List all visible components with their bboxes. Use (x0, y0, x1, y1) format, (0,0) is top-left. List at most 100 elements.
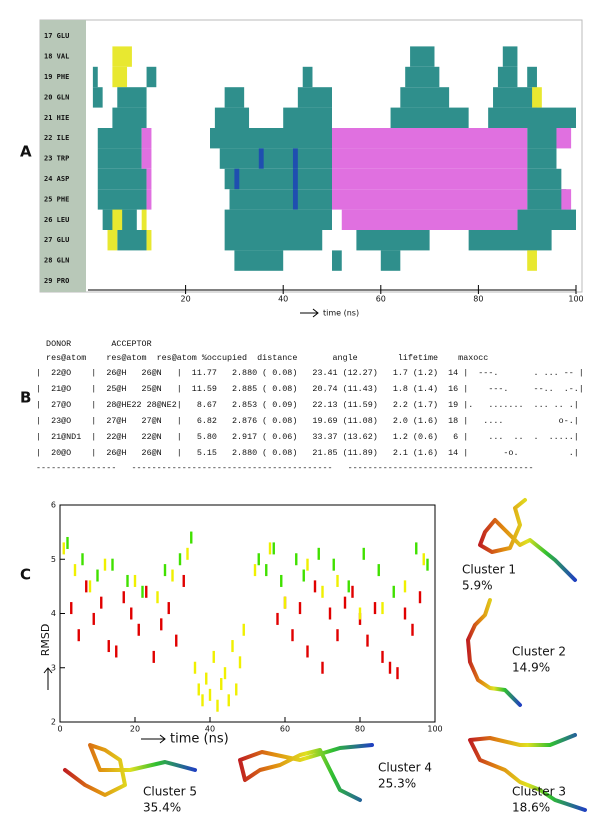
ss-segment (229, 189, 332, 210)
arrow (141, 734, 166, 744)
table-row: | 23@O | 27@H 27@N | 6.82 2.876 ( 0.08) … (36, 416, 579, 426)
ss-segment (146, 230, 152, 251)
ss-segment (556, 128, 572, 149)
point (265, 564, 268, 577)
residue-label: 23 TRP (44, 155, 69, 163)
ss-segment (292, 168, 298, 190)
ss-segment (146, 189, 152, 210)
point (175, 634, 178, 647)
ss-segment (488, 107, 576, 128)
point (381, 602, 384, 615)
x-tick-label: 80 (473, 295, 483, 304)
x-tick-label: 60 (280, 725, 290, 734)
point (426, 558, 429, 571)
ss-segment (141, 128, 152, 149)
point (238, 656, 242, 669)
arrow (43, 667, 53, 690)
ss-segment (332, 148, 528, 169)
point (347, 580, 350, 593)
point (96, 569, 99, 582)
x-tick-label: 100 (568, 295, 583, 304)
table-header: res@atom res@atom res@atom %occupied dis… (36, 353, 488, 363)
point (422, 553, 425, 566)
point (321, 585, 324, 598)
point (381, 650, 384, 663)
point (392, 585, 395, 598)
ss-segment (527, 128, 557, 149)
point (92, 612, 95, 625)
ss-segment (117, 230, 147, 251)
ss-segment (527, 250, 537, 271)
ss-segment (112, 209, 123, 230)
point (122, 591, 125, 604)
point (77, 629, 80, 642)
table-row: | 21@ND1 | 22@H 22@N | 5.80 2.917 ( 0.06… (36, 432, 579, 442)
point (167, 602, 170, 615)
ss-segment (292, 189, 298, 210)
point (208, 688, 212, 701)
cluster-name: Cluster 2 (512, 645, 566, 659)
point (295, 553, 298, 566)
residue-label: 24 ASP (44, 175, 69, 183)
point (145, 585, 148, 598)
point (396, 667, 399, 680)
point (362, 547, 365, 560)
ss-segment (219, 148, 332, 169)
residue-label: 25 PHE (44, 195, 69, 203)
residue-strip (40, 20, 86, 292)
point (242, 623, 245, 636)
point (205, 672, 208, 685)
x-tick-label: 0 (57, 725, 62, 734)
arrow (300, 308, 319, 318)
ss-segment (292, 148, 298, 169)
ss-segment (332, 189, 528, 210)
point (186, 547, 189, 560)
y-tick-label: 2 (51, 718, 56, 727)
point (115, 645, 118, 658)
cluster-percent: 25.3% (378, 777, 416, 791)
table-row: | 22@O | 26@H 26@N | 11.77 2.880 ( 0.08)… (36, 368, 584, 378)
ss-segment (112, 107, 147, 128)
point (415, 542, 418, 555)
point (306, 558, 309, 571)
ss-segment (210, 128, 332, 149)
structure (63, 743, 197, 797)
y-tick-label: 6 (51, 501, 56, 510)
structure (238, 743, 374, 802)
structure (468, 733, 587, 812)
point (291, 629, 294, 642)
point (321, 661, 324, 674)
ss-segment (561, 189, 572, 210)
point (212, 650, 215, 663)
point (111, 558, 114, 571)
ss-segment (297, 87, 332, 108)
ss-segment (112, 66, 128, 88)
residue-label: 17 GLU (44, 32, 69, 40)
point (126, 574, 129, 587)
ss-segment (224, 87, 245, 108)
point (388, 661, 392, 674)
ss-segment (332, 250, 342, 271)
x-tick-label: 40 (205, 725, 215, 734)
ss-segment (141, 209, 147, 230)
ss-segment (146, 66, 157, 88)
point (133, 574, 137, 587)
cluster-percent: 14.9% (512, 661, 550, 675)
ss-segment (97, 128, 142, 149)
point (70, 602, 73, 615)
x-tick-label: 100 (427, 725, 442, 734)
point (280, 574, 283, 587)
ss-segment (400, 87, 450, 108)
table-row: | 27@O | 28@HE22 28@NE2| 8.67 2.853 ( 0.… (36, 400, 579, 410)
point (336, 574, 339, 587)
ss-segment (302, 66, 313, 88)
point (160, 618, 163, 631)
point (141, 585, 144, 598)
ss-segment (97, 189, 147, 210)
point (411, 623, 414, 636)
ss-segment (224, 168, 332, 190)
ss-segment (332, 128, 528, 149)
ss-segment (502, 46, 518, 67)
point (130, 607, 133, 620)
ss-segment (527, 148, 557, 169)
